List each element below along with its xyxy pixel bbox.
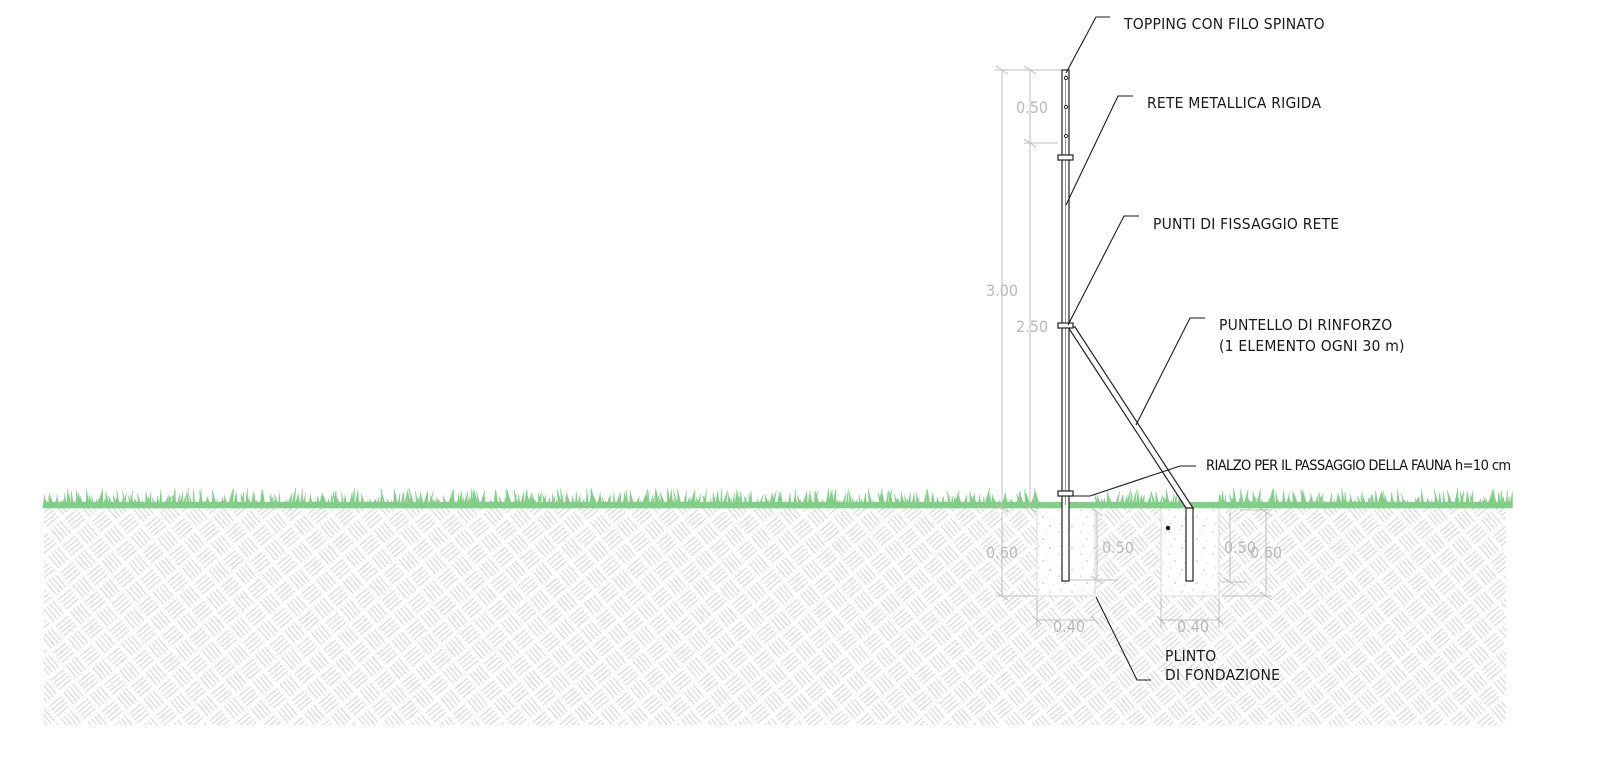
- dim-post-footing-depth: 0.60: [986, 543, 1018, 562]
- label-rialzo: RIALZO PER IL PASSAGGIO DELLA FAUNA h=10…: [1206, 458, 1511, 474]
- dim-brace-footing-width: 0.40: [1177, 617, 1209, 636]
- barbed-wire-point: [1063, 133, 1069, 139]
- dim-total-height: 3.00: [986, 281, 1018, 300]
- barbed-wire-point: [1063, 104, 1069, 110]
- mesh-fixing-clamp: [1057, 322, 1074, 329]
- label-topping: TOPPING CON FILO SPINATO: [1123, 15, 1325, 33]
- mesh-fixing-clamp: [1057, 490, 1074, 497]
- label-puntello-line2: (1 ELEMENTO OGNI 30 m): [1219, 337, 1405, 355]
- label-puntello-line1: PUNTELLO DI RINFORZO: [1219, 316, 1392, 334]
- label-punti: PUNTI DI FISSAGGIO RETE: [1153, 215, 1339, 233]
- label-rete: RETE METALLICA RIGIDA: [1147, 94, 1321, 112]
- dim-post-footing-width: 0.40: [1053, 617, 1085, 636]
- dim-post-embed-depth: 0.50: [1102, 538, 1134, 557]
- label-plinto-line1: PLINTO: [1165, 647, 1216, 665]
- label-plinto-line2: DI FONDAZIONE: [1165, 666, 1280, 684]
- dim-topping-height: 0.50: [1016, 98, 1048, 117]
- brace-embedded-leg: [1185, 507, 1194, 582]
- dim-brace-embed-depth: 0.50: [1224, 538, 1256, 557]
- dimension-lines: [995, 65, 1273, 628]
- grass-base: [44, 502, 1512, 508]
- reinforcement-brace: [1066, 326, 1195, 509]
- grass-strip: [42, 487, 1513, 509]
- dim-mesh-height: 2.50: [1016, 317, 1048, 336]
- mesh-fixing-clamp: [1057, 154, 1074, 161]
- dim-brace-footing-depth: 0.60: [1250, 543, 1282, 562]
- callout-leaders: [1065, 16, 1205, 681]
- barbed-wire-point: [1063, 75, 1069, 81]
- ground-hatch: [44, 507, 1506, 725]
- brace-footing-anchor: [1165, 525, 1171, 531]
